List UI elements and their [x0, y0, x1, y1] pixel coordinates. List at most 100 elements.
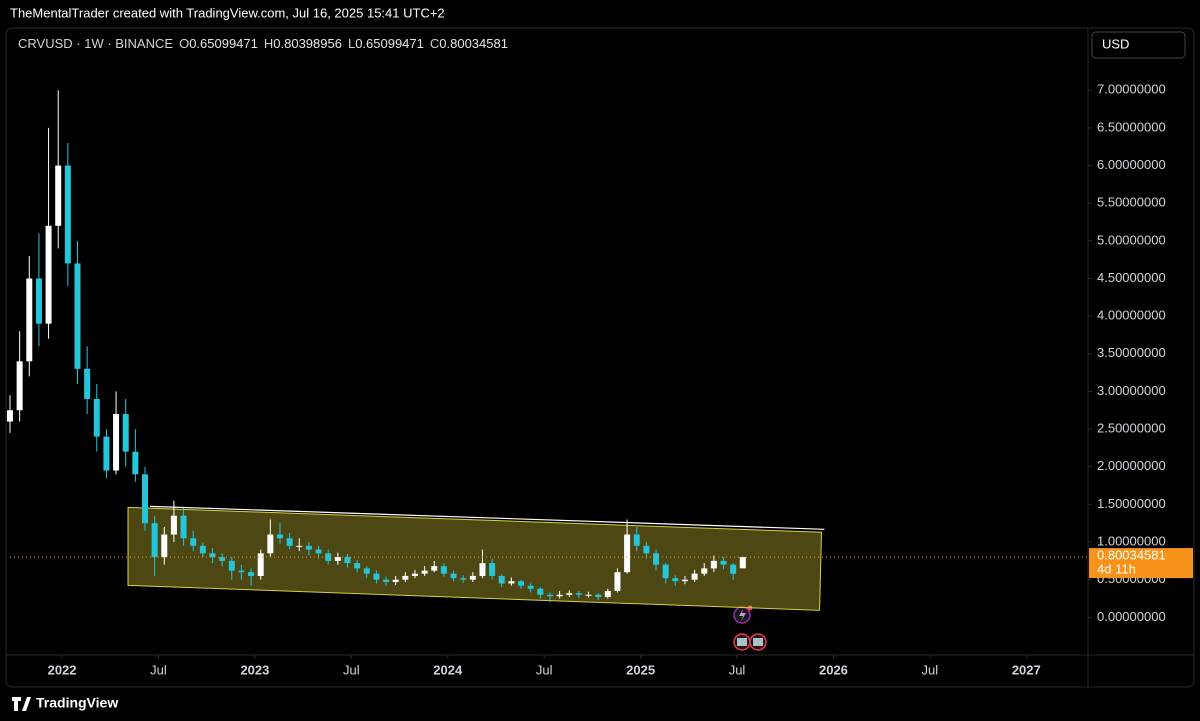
- y-tick-label: 6.00000000: [1097, 157, 1166, 172]
- candle-body: [489, 563, 496, 576]
- candle-body: [392, 579, 399, 582]
- flag-glyph: [737, 638, 747, 646]
- channel: [127, 506, 823, 611]
- candle-body: [373, 573, 380, 580]
- brand-logo: [12, 697, 33, 711]
- brand-name: TradingView: [36, 695, 118, 711]
- candle-body: [575, 593, 582, 595]
- candle-body: [498, 575, 505, 584]
- header-caption: TheMentalTrader created with TradingView…: [10, 5, 445, 20]
- candle-body: [537, 588, 544, 595]
- candle-body: [440, 566, 447, 574]
- currency-button[interactable]: [1091, 31, 1186, 59]
- event-glyph: [739, 609, 746, 621]
- candle-body: [450, 573, 457, 579]
- symbol-name: CRVUSD · 1W · BINANCE: [18, 36, 174, 51]
- y-tick-label: 6.50000000: [1097, 119, 1166, 134]
- candle-body: [267, 534, 274, 554]
- candle-body: [45, 225, 52, 324]
- y-tick-label: 5.00000000: [1097, 232, 1166, 247]
- candle-body: [460, 578, 467, 580]
- candle-body: [354, 563, 361, 569]
- y-tick-label: 4.50000000: [1097, 270, 1166, 285]
- candle-body: [556, 594, 563, 597]
- candle-body: [141, 474, 148, 524]
- ohlc-key: O: [179, 36, 190, 51]
- symbol-legend: CRVUSD · 1W · BINANCE O0.65099471 H0.80398…: [18, 36, 508, 51]
- y-tick-label: 5.50000000: [1097, 195, 1166, 210]
- candle-body: [122, 414, 129, 452]
- candle-body: [411, 573, 418, 576]
- candle-body: [624, 534, 631, 573]
- candle-body: [55, 165, 62, 226]
- x-tick-label: 2023: [240, 662, 269, 677]
- x-tick-label: 2024: [433, 662, 463, 677]
- x-tick-label: 2026: [819, 662, 848, 677]
- flag-glyph: [753, 638, 763, 646]
- x-tick-label: 2022: [48, 662, 77, 677]
- candle-body: [421, 570, 428, 574]
- candle-body: [132, 451, 139, 475]
- candle-body: [344, 557, 351, 564]
- ohlc-key: L: [347, 36, 356, 51]
- candle-body: [315, 549, 322, 554]
- candle-body: [7, 410, 13, 422]
- candle-body: [662, 564, 669, 579]
- candle-body: [35, 278, 42, 324]
- candle-body: [161, 534, 168, 558]
- candle-body: [681, 579, 688, 582]
- ohlc-value: 0.65099471: [189, 36, 258, 51]
- candle-body: [334, 557, 341, 561]
- x-tick-label: 2025: [626, 662, 655, 677]
- y-tick-label: 3.50000000: [1097, 345, 1166, 360]
- candle-body: [113, 414, 120, 471]
- candle-body: [710, 560, 717, 569]
- ohlc-value: 0.80034581: [439, 36, 508, 51]
- candle-body: [286, 538, 293, 546]
- bar-countdown: 4d 11h: [1097, 562, 1136, 577]
- candle-body: [585, 594, 592, 596]
- candle-body: [74, 263, 81, 369]
- candle-body: [595, 594, 602, 598]
- candle-body: [248, 572, 255, 576]
- candle-body: [103, 436, 110, 471]
- candle-body: [64, 165, 71, 264]
- candle-body: [546, 594, 553, 597]
- candle-body: [190, 538, 197, 546]
- candle-body: [604, 590, 611, 598]
- candle-body: [170, 515, 177, 535]
- candle-body: [26, 278, 33, 362]
- candle-body: [527, 585, 534, 589]
- x-tick-label: Jul: [536, 662, 553, 677]
- candle-body: [672, 578, 679, 582]
- candle-body: [508, 581, 515, 584]
- candle-body: [643, 545, 650, 554]
- candle-body: [325, 553, 332, 561]
- y-tick-label: 1.50000000: [1097, 496, 1166, 511]
- candle-body: [691, 573, 698, 580]
- candle-body: [739, 557, 746, 569]
- trendline: [149, 505, 825, 530]
- x-tick-label: Jul: [150, 662, 167, 677]
- candle-body: [199, 545, 206, 554]
- y-tick-label: 0.00000000: [1097, 609, 1166, 624]
- candle-body: [469, 575, 476, 580]
- candle-body: [305, 545, 312, 550]
- candle-body: [402, 575, 409, 580]
- candle-body: [431, 566, 438, 571]
- event-icons[interactable]: [733, 605, 767, 651]
- currency-label[interactable]: USD: [1102, 36, 1129, 51]
- candle-body: [257, 553, 264, 576]
- x-tick-label: 2027: [1012, 662, 1041, 677]
- candle-body: [518, 581, 525, 586]
- candle-body: [653, 553, 660, 565]
- candle-body: [701, 568, 708, 574]
- candle-body: [228, 560, 235, 571]
- candle-body: [16, 361, 23, 411]
- ohlc-key: H: [263, 36, 274, 51]
- y-tick-label: 3.00000000: [1097, 383, 1166, 398]
- x-tick-label: Jul: [343, 662, 360, 677]
- ohlc-value: 0.80398956: [273, 36, 342, 51]
